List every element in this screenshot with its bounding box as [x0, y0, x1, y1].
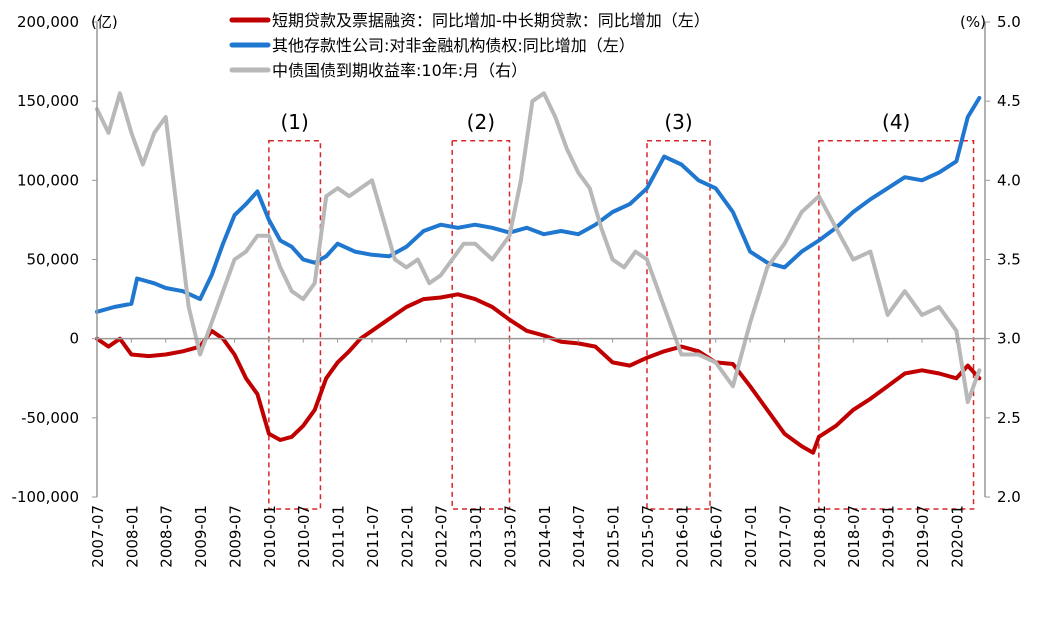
- right-tick-label: 4.0: [997, 171, 1021, 189]
- left-tick-label: 200,000: [17, 13, 79, 31]
- x-tick-label: 2014-07: [570, 505, 588, 568]
- left-tick-label: 0: [69, 330, 79, 348]
- x-tick-label: 2013-07: [501, 505, 519, 568]
- x-tick-label: 2008-01: [123, 505, 141, 568]
- highlight-box-label-1: (1): [280, 110, 308, 134]
- right-tick-label: 2.5: [997, 409, 1021, 427]
- x-tick-label: 2009-01: [192, 505, 210, 568]
- x-tick-label: 2009-07: [226, 505, 244, 568]
- right-tick-label: 2.0: [997, 488, 1021, 506]
- left-tick-label: 100,000: [17, 171, 79, 189]
- x-tick-label: 2008-07: [158, 505, 176, 568]
- highlight-box-2: [451, 140, 511, 510]
- legend-label-2: 其他存款性公司:对非金融机构债权:同比增加（左）: [272, 36, 635, 55]
- axes-layer: 200,000 150,000 100,000 50,000 0 -50,000 -100,…: [12, 13, 1021, 568]
- x-tick-label: 2018-07: [845, 505, 863, 568]
- x-tick-label: 2017-07: [776, 505, 794, 568]
- x-tick-label: 2007-07: [89, 505, 107, 568]
- x-tick-label: 2016-07: [708, 505, 726, 568]
- x-tick-label: 2015-07: [639, 505, 657, 568]
- legend: 短期贷款及票据融资：同比增加-中长期贷款：同比增加（左） 其他存款性公司:对非金融…: [229, 11, 710, 80]
- left-tick-label: 150,000: [17, 92, 79, 110]
- x-tick-label: 2020-01: [948, 505, 966, 568]
- x-tick-label: 2010-01: [261, 505, 279, 568]
- x-tick-label: 2019-01: [880, 505, 898, 568]
- x-tick-label: 2011-01: [330, 505, 348, 568]
- left-tick-label: -50,000: [21, 409, 79, 427]
- x-tick-label: 2010-07: [295, 505, 313, 568]
- x-tick-label: 2013-01: [467, 505, 485, 568]
- left-tick-label: 50,000: [27, 251, 80, 269]
- highlight-box-label-4: (4): [882, 110, 910, 134]
- right-tick-label: 3.5: [997, 251, 1021, 269]
- right-tick-label: 3.0: [997, 330, 1021, 348]
- legend-label-1: 短期贷款及票据融资：同比增加-中长期贷款：同比增加（左）: [272, 11, 710, 30]
- left-tick-label: -100,000: [12, 488, 79, 506]
- x-tick-label: 2018-01: [811, 505, 829, 568]
- x-tick-label: 2012-01: [398, 505, 416, 568]
- x-tick-label: 2012-07: [433, 505, 451, 568]
- x-tick-label: 2016-01: [673, 505, 691, 568]
- highlight-box-label-3: (3): [664, 110, 692, 134]
- x-tick-label: 2017-01: [742, 505, 760, 568]
- right-tick-label: 5.0: [997, 13, 1021, 31]
- x-tick-label: 2019-07: [914, 505, 932, 568]
- series-line-1: [95, 292, 982, 455]
- highlight-box-3: [646, 140, 711, 510]
- series-line-3: [95, 91, 982, 404]
- right-tick-label: 4.5: [997, 92, 1021, 110]
- x-tick-label: 2014-01: [536, 505, 554, 568]
- highlight-box-label-2: (2): [467, 110, 495, 134]
- series-layer: [95, 91, 982, 455]
- legend-label-3: 中债国债到期收益率:10年:月（右）: [272, 61, 527, 80]
- right-unit-label: (%): [960, 13, 986, 31]
- x-tick-label: 2015-01: [605, 505, 623, 568]
- left-unit-label: (亿): [91, 13, 118, 31]
- highlight-boxes: (1) (2) (3) (4): [268, 110, 975, 510]
- highlight-box-1: [268, 140, 322, 510]
- series-line-2: [95, 96, 982, 314]
- x-tick-label: 2011-07: [364, 505, 382, 568]
